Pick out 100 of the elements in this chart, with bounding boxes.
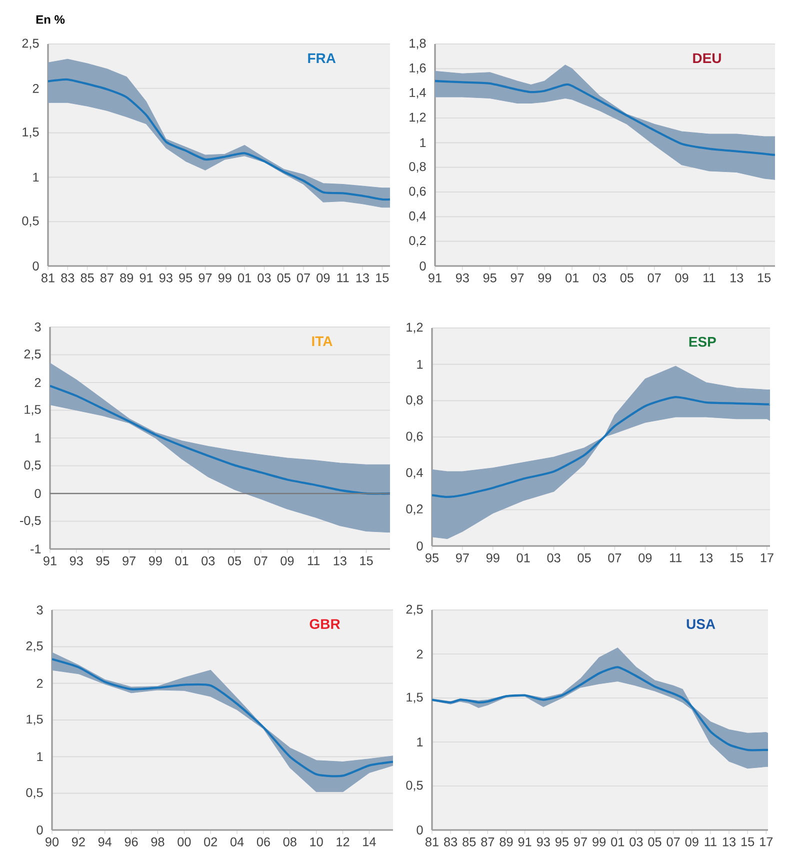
x-tick-label: 97 xyxy=(574,837,587,846)
line-series xyxy=(48,78,390,201)
x-tick-label: 13 xyxy=(730,273,744,282)
y-tick-label: 0 xyxy=(36,826,43,834)
x-tick-label: 89 xyxy=(120,273,134,282)
x-tick-label: 03 xyxy=(592,273,606,282)
text: GBR xyxy=(310,619,340,629)
x-tick-label: 03 xyxy=(630,837,643,846)
x-tick-label: 03 xyxy=(258,273,271,282)
x-tick-label: 99 xyxy=(148,556,162,566)
chart-title: ESP xyxy=(689,336,716,347)
x-tick-label: 93 xyxy=(70,556,83,566)
x-tick-label: 91 xyxy=(44,556,56,566)
y-tick-label: 0,8 xyxy=(406,395,423,406)
x-tick-label: 15 xyxy=(360,556,373,566)
text: ITA xyxy=(312,336,332,346)
line-series xyxy=(432,666,768,752)
x-tick-label: 91 xyxy=(140,273,153,282)
x-tick-label: 89 xyxy=(500,837,513,846)
x-tick-label: 09 xyxy=(675,273,688,282)
y-tick-label: 0,6 xyxy=(406,432,423,442)
x-tick-label: 14 xyxy=(363,837,376,846)
y-tick-label: 2,5 xyxy=(24,350,41,360)
y-tick-label: 1,2 xyxy=(410,112,426,124)
y-tick-label: 1 xyxy=(33,172,39,182)
x-tick-label: 93 xyxy=(456,273,469,282)
y-tick-label: 1,6 xyxy=(410,63,426,74)
y-tick-label: 2 xyxy=(32,84,39,93)
x-tick-label: 05 xyxy=(228,556,242,566)
x-tick-label: 01 xyxy=(611,837,624,846)
x-tick-label: 96 xyxy=(124,837,138,846)
y-tick-label: 2 xyxy=(34,378,41,387)
x-tick-label: 95 xyxy=(96,556,110,566)
y-tick-label: 1 xyxy=(37,752,43,762)
y-tick-label: 1 xyxy=(420,138,426,148)
x-tick-label: 06 xyxy=(256,837,270,846)
y-tick-label: 0 xyxy=(32,262,39,270)
x-tick-label: 15 xyxy=(758,273,771,282)
y-tick-label: 0,5 xyxy=(22,216,39,227)
x-tick-label: 01 xyxy=(516,553,530,562)
x-tick-label: 09 xyxy=(316,273,330,282)
y-tick-label: 0,5 xyxy=(26,788,43,799)
x-tick-label: 05 xyxy=(578,553,591,562)
x-tick-label: 91 xyxy=(428,273,442,282)
y-tick-label: 0,2 xyxy=(406,504,423,515)
y-tick-label: 1,8 xyxy=(410,38,426,50)
x-tick-label: 93 xyxy=(536,837,550,846)
y-tick-label: 2 xyxy=(416,650,423,658)
x-tick-label: 87 xyxy=(100,273,114,282)
x-tick-label: 90 xyxy=(46,837,59,846)
y-tick-label: -1 xyxy=(30,544,41,554)
x-tick-label: 11 xyxy=(337,273,349,282)
x-tick-label: 07 xyxy=(254,556,268,566)
x-tick-label: 05 xyxy=(620,273,634,282)
y-tick-label: 2 xyxy=(36,678,43,688)
y-tick-label: 0,5 xyxy=(406,780,423,792)
y-tick-label: 0 xyxy=(34,489,41,498)
x-tick-label: 83 xyxy=(61,273,74,282)
x-tick-label: 13 xyxy=(334,556,346,566)
x-tick-label: 83 xyxy=(444,837,458,846)
line-series xyxy=(435,80,776,156)
x-tick-label: 09 xyxy=(638,553,652,562)
x-tick-label: 81 xyxy=(42,273,54,282)
y-tick-label: 0,4 xyxy=(409,211,426,222)
x-tick-label: 91 xyxy=(518,837,532,846)
x-tick-label: 85 xyxy=(462,837,476,846)
x-tick-label: 01 xyxy=(238,273,251,282)
x-tick-label: 11 xyxy=(308,556,320,566)
y-tick-label: 3 xyxy=(34,322,41,332)
x-tick-label: 01 xyxy=(566,273,579,282)
x-tick-label: 07 xyxy=(296,273,310,282)
x-tick-label: 93 xyxy=(159,273,172,282)
text: DEU xyxy=(693,53,721,64)
x-tick-label: 97 xyxy=(122,556,136,566)
x-tick-label: 10 xyxy=(310,837,323,846)
x-tick-label: 94 xyxy=(98,837,112,846)
y-tick-label: 2,5 xyxy=(26,641,43,652)
x-tick-label: 99 xyxy=(218,273,232,282)
y-tick-label: 1,4 xyxy=(410,88,426,99)
x-tick-label: 95 xyxy=(426,553,439,562)
y-tick-label: 3 xyxy=(36,606,43,614)
line-series xyxy=(432,396,770,498)
x-tick-label: 03 xyxy=(202,556,215,566)
x-tick-label: 04 xyxy=(230,837,244,846)
x-tick-label: 99 xyxy=(538,273,552,282)
x-tick-label: 03 xyxy=(547,553,560,562)
x-tick-label: 11 xyxy=(670,553,682,562)
y-tick-label: 0,8 xyxy=(409,162,426,173)
x-tick-label: 99 xyxy=(486,553,500,562)
y-tick-label: 1,2 xyxy=(406,322,423,334)
x-tick-label: 95 xyxy=(483,273,496,282)
y-tick-label: 1,5 xyxy=(24,405,41,416)
x-tick-label: 85 xyxy=(80,273,94,282)
x-tick-label: 00 xyxy=(178,837,191,846)
x-tick-label: 05 xyxy=(277,273,290,282)
x-tick-label: 81 xyxy=(426,837,438,846)
y-tick-label: -0,5 xyxy=(20,516,41,526)
y-tick-label: 0,5 xyxy=(24,460,41,471)
x-tick-label: 09 xyxy=(685,837,698,846)
y-tick-label: 0,6 xyxy=(409,186,426,198)
